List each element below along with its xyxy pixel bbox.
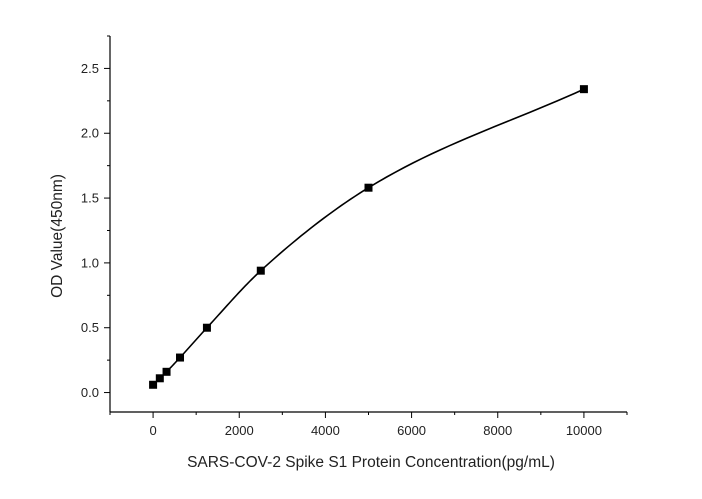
x-tick-label: 2000 bbox=[225, 423, 254, 438]
x-tick-label: 10000 bbox=[566, 423, 602, 438]
y-tick-label: 1.5 bbox=[81, 191, 99, 206]
x-tick-label: 6000 bbox=[397, 423, 426, 438]
data-point bbox=[256, 266, 265, 275]
axes bbox=[109, 36, 627, 413]
data-point bbox=[202, 323, 211, 332]
data-point bbox=[162, 367, 171, 376]
y-tick-label: 2.5 bbox=[81, 61, 99, 76]
y-tick-label: 0.5 bbox=[81, 320, 99, 335]
data-point bbox=[176, 353, 185, 362]
x-tick-label: 4000 bbox=[311, 423, 340, 438]
data-point bbox=[364, 183, 373, 192]
y-tick-label: 1.0 bbox=[81, 255, 99, 270]
x-tick-label: 0 bbox=[149, 423, 156, 438]
data-point bbox=[579, 85, 588, 94]
data-point bbox=[149, 380, 158, 389]
x-axis-title: SARS-COV-2 Spike S1 Protein Concentratio… bbox=[187, 454, 555, 471]
x-tick-label: 8000 bbox=[483, 423, 512, 438]
y-axis-title: OD Value(450nm) bbox=[49, 174, 66, 298]
data-points bbox=[149, 85, 588, 389]
y-tick-label: 0.0 bbox=[81, 385, 99, 400]
fit-curve bbox=[152, 88, 585, 386]
y-tick-label: 2.0 bbox=[81, 126, 99, 141]
x-ticks: 0 2000 4000 6000 8000 10000 bbox=[109, 412, 628, 438]
y-ticks: 0.0 0.5 1.0 1.5 2.0 2.5 bbox=[81, 35, 110, 400]
data-point bbox=[155, 374, 164, 383]
